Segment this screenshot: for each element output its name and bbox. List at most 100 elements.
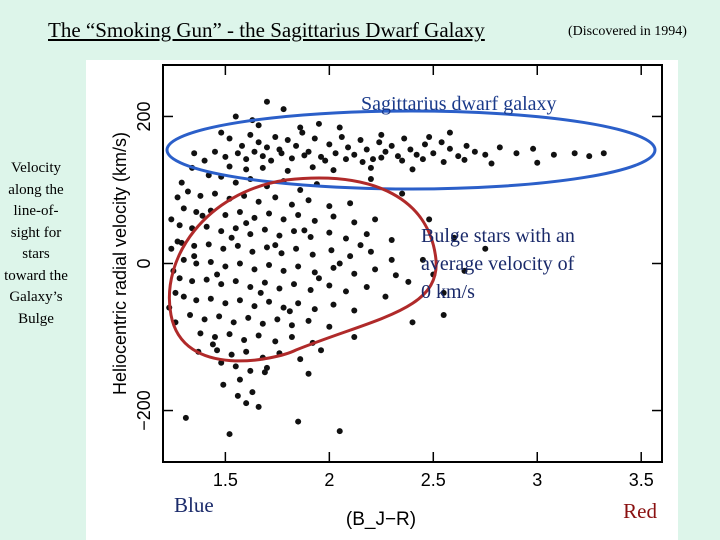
data-point xyxy=(218,281,225,288)
data-point xyxy=(288,322,295,329)
data-point xyxy=(243,156,250,163)
data-point xyxy=(336,124,343,131)
data-point xyxy=(305,370,312,377)
data-point xyxy=(330,264,337,271)
data-point xyxy=(311,269,318,276)
data-point xyxy=(326,141,333,148)
data-point xyxy=(446,145,453,152)
data-point xyxy=(176,222,183,229)
data-point xyxy=(247,131,254,138)
data-point xyxy=(451,234,458,241)
data-point xyxy=(209,341,216,348)
side-label: Velocity along the line-of-sight for sta… xyxy=(4,160,68,327)
data-point xyxy=(226,135,233,142)
data-point xyxy=(311,306,318,313)
data-point xyxy=(351,307,358,314)
bulge-annotation: Bulge stars with an average velocity of 0 … xyxy=(421,225,575,303)
data-point xyxy=(426,134,433,141)
data-point xyxy=(388,256,395,263)
data-point xyxy=(278,250,285,257)
data-point xyxy=(243,220,250,227)
data-point xyxy=(297,186,304,193)
data-point xyxy=(218,129,225,136)
data-point xyxy=(295,300,302,307)
data-point xyxy=(295,263,302,270)
data-point xyxy=(286,308,293,315)
data-point xyxy=(255,122,262,129)
x-tick-label: 2 xyxy=(324,470,334,490)
data-point xyxy=(220,381,227,388)
data-point xyxy=(236,209,243,216)
data-point xyxy=(311,135,318,142)
data-point xyxy=(290,228,297,235)
data-point xyxy=(189,278,196,285)
data-point xyxy=(243,400,250,407)
data-point xyxy=(266,210,273,217)
data-point xyxy=(228,234,235,241)
x-tick-label: 3 xyxy=(532,470,542,490)
data-point xyxy=(274,316,281,323)
data-point xyxy=(193,209,200,216)
data-point xyxy=(226,431,233,438)
data-point xyxy=(249,248,256,255)
data-point xyxy=(328,247,335,254)
data-point xyxy=(372,216,379,223)
data-point xyxy=(266,298,273,305)
data-point xyxy=(234,392,241,399)
data-point xyxy=(207,295,214,302)
data-point xyxy=(226,163,233,170)
data-point xyxy=(241,336,248,343)
data-point xyxy=(214,347,221,354)
data-point xyxy=(388,142,395,149)
data-point xyxy=(307,286,314,293)
data-point xyxy=(530,145,537,152)
data-point xyxy=(382,148,389,155)
data-point xyxy=(211,190,218,197)
data-point xyxy=(211,334,218,341)
data-point xyxy=(178,179,185,186)
data-point xyxy=(421,141,428,148)
data-point xyxy=(330,167,337,174)
y-tick-label: 0 xyxy=(134,258,154,268)
bulge-ellipse xyxy=(168,176,438,363)
data-point xyxy=(276,285,283,292)
data-point xyxy=(378,154,385,161)
data-point xyxy=(378,131,385,138)
data-point xyxy=(307,234,314,241)
data-point xyxy=(222,153,229,160)
data-point xyxy=(330,213,337,220)
x-tick-label: 3.5 xyxy=(629,470,654,490)
data-point xyxy=(280,267,287,274)
data-point xyxy=(369,156,376,163)
x-tick-label: 2.5 xyxy=(421,470,446,490)
data-point xyxy=(288,201,295,208)
data-point xyxy=(203,276,210,283)
data-point xyxy=(301,227,308,234)
slide-title: The “Smoking Gun” - the Sagittarius Dwar… xyxy=(48,18,485,42)
data-point xyxy=(309,251,316,258)
data-point xyxy=(191,150,198,157)
data-point xyxy=(263,244,270,251)
scatter-chart: 1.5 2 2.5 3 3.5 −200 0 200 Sagittarius dwarf ga… xyxy=(110,64,663,530)
data-point xyxy=(288,334,295,341)
data-point xyxy=(243,166,250,173)
data-point xyxy=(211,148,218,155)
data-point xyxy=(293,245,300,252)
data-point xyxy=(586,153,593,160)
data-point xyxy=(359,159,366,166)
data-point xyxy=(216,313,223,320)
data-point xyxy=(326,203,333,210)
data-point xyxy=(259,164,266,171)
data-point xyxy=(251,266,258,273)
data-point xyxy=(234,150,241,157)
data-point xyxy=(440,311,447,318)
data-point xyxy=(419,256,426,263)
data-point xyxy=(234,242,241,249)
data-point xyxy=(305,197,312,204)
data-point xyxy=(251,303,258,310)
data-point xyxy=(168,245,175,252)
data-point xyxy=(461,156,468,163)
data-point xyxy=(461,267,468,274)
data-point xyxy=(247,231,254,238)
data-point xyxy=(255,332,262,339)
